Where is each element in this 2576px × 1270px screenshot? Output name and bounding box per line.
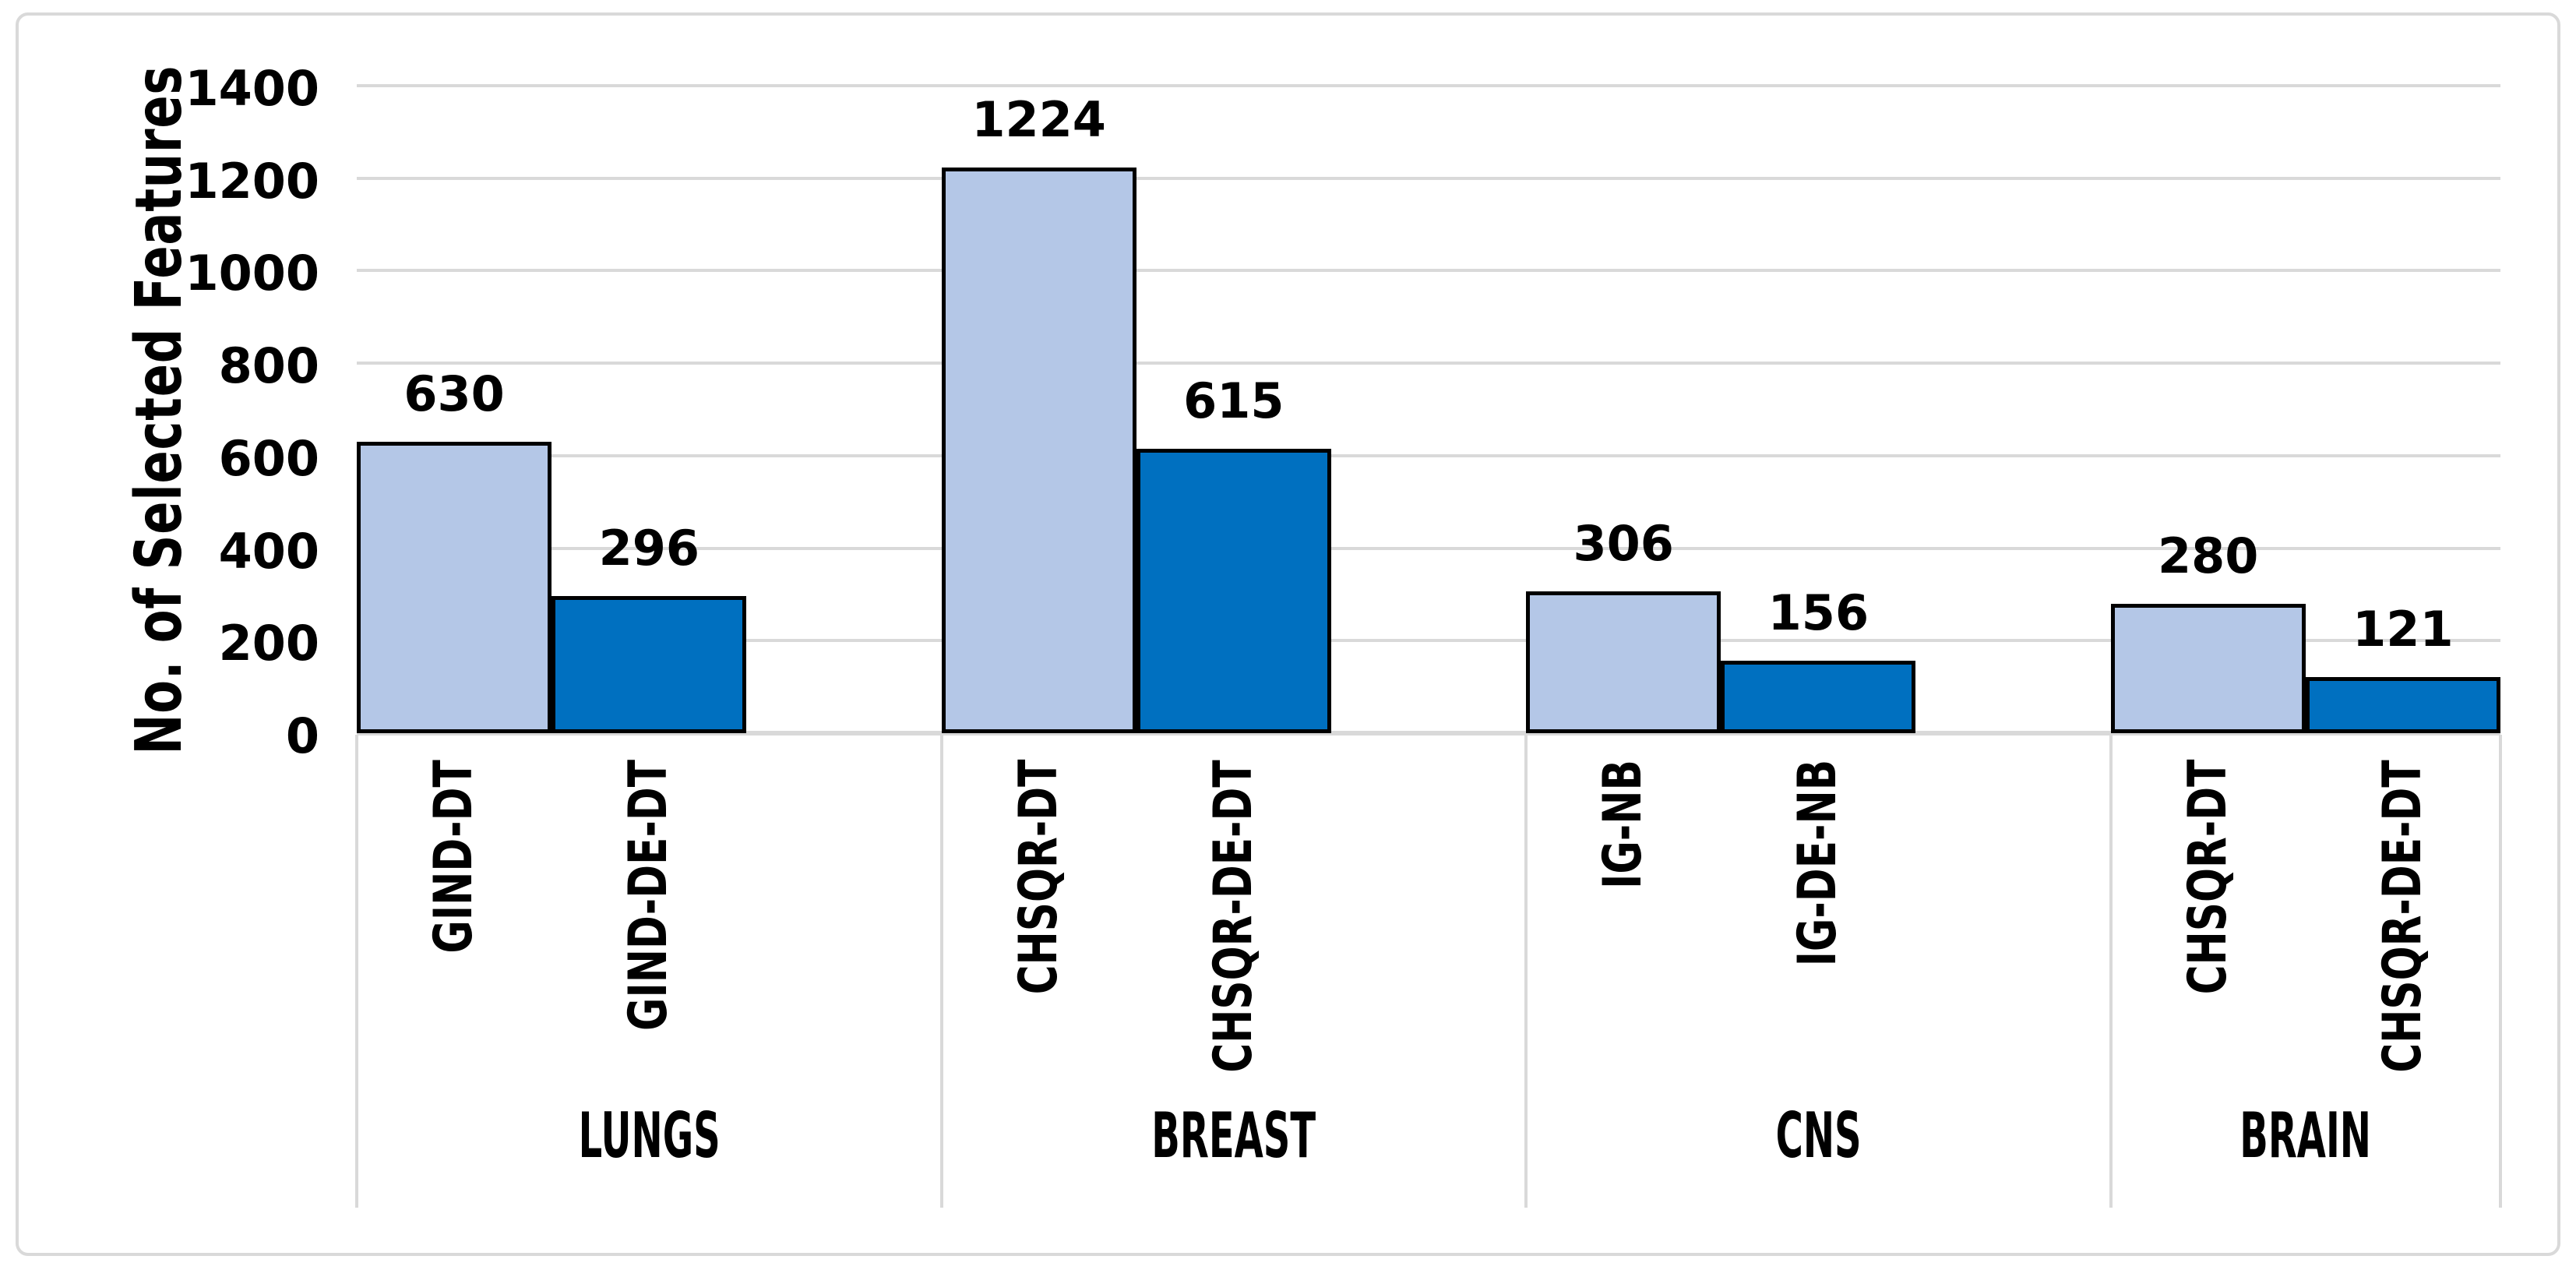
bar-value-label: 615 xyxy=(1183,372,1284,429)
group-label: BRAIN xyxy=(2239,1099,2372,1172)
gridline xyxy=(357,453,2500,457)
bar-category-label: IG-NB xyxy=(1592,759,1654,889)
bar-value-label: 296 xyxy=(598,520,700,577)
bar-category-label: GIND-DT xyxy=(423,760,485,954)
bar-value-label: 156 xyxy=(1767,584,1869,642)
y-tick-label: 0 xyxy=(285,707,319,764)
bar xyxy=(357,442,552,733)
gridline xyxy=(357,269,2500,273)
gridline xyxy=(357,639,2500,643)
bar-category-label: CHSQR-DT xyxy=(1007,760,1070,995)
group-label-cell: BRAIN xyxy=(2111,1101,2500,1171)
chart-frame xyxy=(16,12,2560,1256)
group-separator xyxy=(2499,735,2502,1208)
bar xyxy=(1526,591,1721,733)
group-separator xyxy=(1524,735,1528,1208)
bar xyxy=(2305,677,2500,733)
y-tick-label: 800 xyxy=(218,337,319,395)
bar xyxy=(2110,603,2306,733)
group-label: CNS xyxy=(1775,1099,1862,1172)
bar-category-label: IG-DE-NB xyxy=(1787,759,1849,967)
x-axis-baseline xyxy=(357,731,2500,736)
bar-value-label: 121 xyxy=(2352,601,2454,658)
group-label-cell: CNS xyxy=(1526,1101,2111,1171)
bar-value-label: 1224 xyxy=(971,90,1106,148)
y-tick-label: 200 xyxy=(218,615,319,672)
bar-value-label: 630 xyxy=(403,365,505,422)
y-tick-label: 400 xyxy=(218,522,319,580)
y-tick-label: 1400 xyxy=(185,60,319,117)
group-label: BREAST xyxy=(1151,1099,1316,1172)
bar-category-label: CHSQR-DE-DT xyxy=(2371,759,2433,1073)
bar xyxy=(551,596,747,733)
gridline xyxy=(357,84,2500,87)
bar-category-label: GIND-DE-DT xyxy=(618,759,680,1031)
group-separator xyxy=(2109,735,2113,1208)
bar-category-label: CHSQR-DT xyxy=(2176,760,2239,995)
group-separator xyxy=(939,735,943,1208)
bar xyxy=(1721,661,1916,733)
group-label-cell: LUNGS xyxy=(357,1101,942,1171)
bar-value-label: 280 xyxy=(2157,527,2259,584)
group-separator xyxy=(355,735,358,1208)
group-label-cell: BREAST xyxy=(942,1101,1527,1171)
gridline xyxy=(357,362,2500,365)
y-tick-label: 1000 xyxy=(185,245,319,302)
bar-value-label: 306 xyxy=(1573,515,1674,573)
gridline xyxy=(357,176,2500,180)
y-tick-label: 600 xyxy=(218,429,319,487)
group-label: LUNGS xyxy=(578,1099,721,1172)
bar xyxy=(941,167,1136,733)
gridline xyxy=(357,546,2500,550)
y-tick-label: 1200 xyxy=(185,152,319,210)
bar xyxy=(1136,449,1331,733)
bar-category-label: CHSQR-DE-DT xyxy=(1202,759,1264,1073)
